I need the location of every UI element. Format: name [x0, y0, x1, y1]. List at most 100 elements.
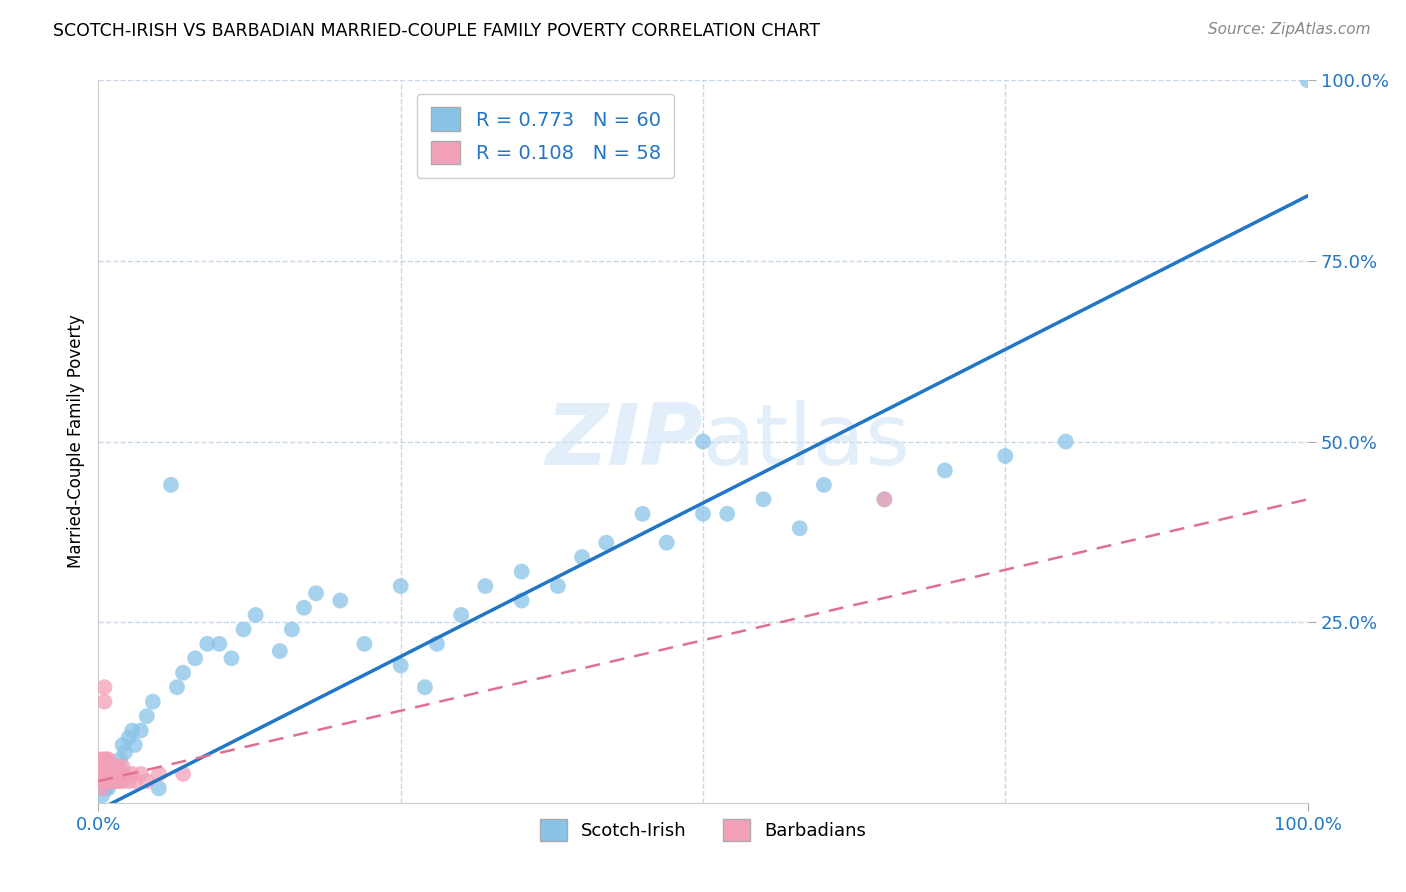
Point [510, 593, 533, 607]
Point [547, 579, 569, 593]
Point [269, 644, 291, 658]
Point [97, 767, 120, 781]
Point [100, 774, 122, 789]
Point [105, 774, 128, 789]
Point [195, 637, 218, 651]
Point [111, 760, 134, 774]
Point [110, 767, 132, 781]
Point [93, 760, 115, 774]
Point [89, 760, 111, 774]
Point [100, 760, 122, 774]
Point [93, 695, 115, 709]
Point [232, 623, 254, 637]
Point [93, 781, 115, 796]
Point [108, 767, 131, 781]
Point [96, 774, 118, 789]
Point [389, 579, 412, 593]
Point [104, 774, 127, 789]
Point [97, 752, 120, 766]
Point [105, 767, 128, 781]
Point [91, 767, 114, 781]
Point [107, 767, 129, 781]
Point [716, 507, 738, 521]
Point [692, 434, 714, 449]
Point [91, 781, 114, 796]
Point [1296, 73, 1319, 87]
Point [413, 680, 436, 694]
Point [789, 521, 811, 535]
Point [104, 760, 127, 774]
Point [121, 723, 143, 738]
Point [98, 767, 121, 781]
Point [474, 579, 496, 593]
Point [100, 774, 122, 789]
Point [142, 695, 165, 709]
Point [89, 774, 111, 789]
Point [111, 774, 134, 789]
Point [353, 637, 375, 651]
Point [692, 507, 714, 521]
Point [135, 774, 157, 789]
Point [114, 745, 136, 759]
Point [873, 492, 896, 507]
Point [752, 492, 775, 507]
Point [292, 600, 315, 615]
Point [103, 767, 125, 781]
Point [813, 478, 835, 492]
Text: atlas: atlas [703, 400, 911, 483]
Point [90, 752, 112, 766]
Point [121, 767, 143, 781]
Point [91, 774, 114, 789]
Point [208, 637, 231, 651]
Point [96, 760, 118, 774]
Point [91, 789, 114, 803]
Point [172, 665, 194, 680]
Point [329, 593, 352, 607]
Point [873, 492, 896, 507]
Point [994, 449, 1017, 463]
Point [426, 637, 449, 651]
Point [129, 723, 152, 738]
Point [172, 767, 194, 781]
Point [129, 767, 152, 781]
Point [96, 752, 118, 766]
Point [101, 767, 124, 781]
Point [94, 767, 117, 781]
Point [148, 767, 170, 781]
Point [221, 651, 243, 665]
Point [97, 781, 120, 796]
Point [107, 760, 129, 774]
Point [94, 760, 117, 774]
Y-axis label: Married-Couple Family Poverty: Married-Couple Family Poverty [66, 315, 84, 568]
Point [595, 535, 617, 549]
Point [450, 607, 472, 622]
Point [98, 774, 121, 789]
Point [510, 565, 533, 579]
Point [389, 658, 412, 673]
Point [305, 586, 328, 600]
Legend: Scotch-Irish, Barbadians: Scotch-Irish, Barbadians [533, 812, 873, 848]
Point [124, 738, 146, 752]
Point [160, 478, 183, 492]
Point [94, 781, 117, 796]
Point [93, 774, 115, 789]
Point [97, 774, 120, 789]
Point [91, 767, 114, 781]
Point [93, 680, 115, 694]
Point [135, 709, 157, 723]
Point [934, 463, 956, 477]
Point [101, 774, 124, 789]
Point [103, 767, 125, 781]
Point [98, 767, 121, 781]
Point [281, 623, 304, 637]
Point [108, 752, 131, 766]
Point [118, 774, 141, 789]
Point [96, 774, 118, 789]
Point [94, 752, 117, 766]
Point [245, 607, 267, 622]
Point [166, 680, 188, 694]
Point [184, 651, 207, 665]
Point [108, 774, 131, 789]
Point [101, 760, 124, 774]
Point [1054, 434, 1077, 449]
